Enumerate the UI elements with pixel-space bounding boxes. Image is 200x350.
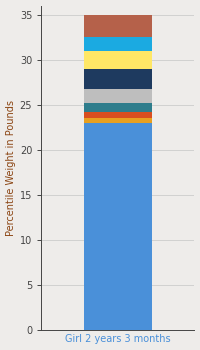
Bar [84, 112, 152, 118]
Bar [84, 15, 152, 37]
Bar [84, 118, 152, 122]
Y-axis label: Percentile Weight in Pounds: Percentile Weight in Pounds [6, 99, 16, 236]
Bar [84, 103, 152, 112]
Bar [84, 89, 152, 103]
Bar [84, 50, 152, 69]
Bar [84, 122, 152, 330]
Bar [84, 37, 152, 50]
Bar [84, 69, 152, 89]
